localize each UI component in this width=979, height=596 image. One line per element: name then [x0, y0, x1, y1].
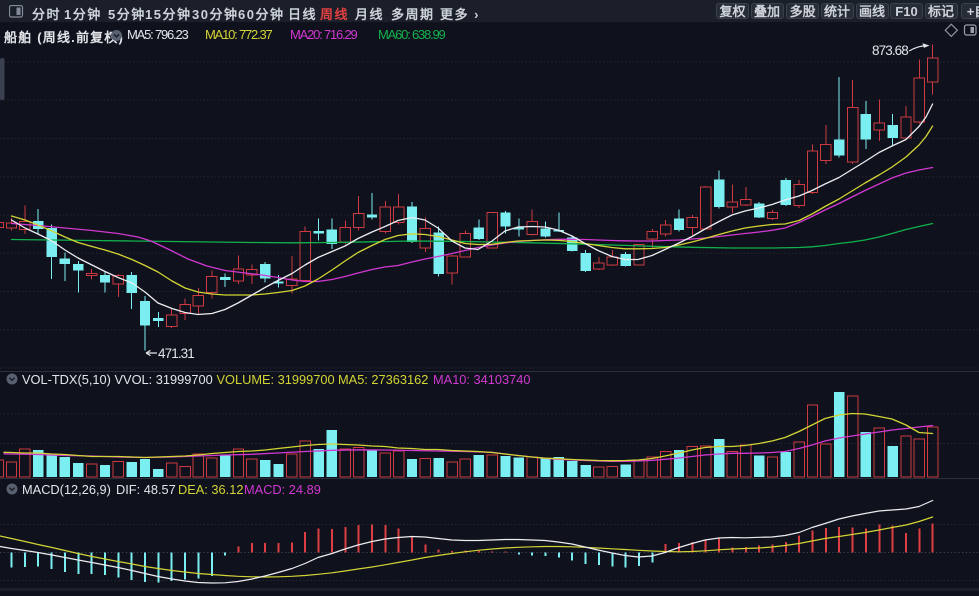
svg-text:VVOL: 31999700: VVOL: 31999700	[115, 372, 213, 387]
svg-text:VOLUME: 31999700: VOLUME: 31999700	[217, 372, 335, 387]
svg-text:873.68: 873.68	[872, 43, 908, 58]
svg-text:VOL-TDX(5,10): VOL-TDX(5,10)	[22, 372, 111, 387]
svg-text:471.31: 471.31	[158, 346, 194, 361]
svg-text:MA5: 27363162: MA5: 27363162	[338, 372, 428, 387]
svg-text:DEA: 36.12: DEA: 36.12	[178, 482, 243, 497]
svg-text:MA10: 34103740: MA10: 34103740	[433, 372, 530, 387]
svg-text:DIF: 48.57: DIF: 48.57	[116, 482, 176, 497]
svg-text:MACD(12,26,9): MACD(12,26,9)	[22, 482, 111, 497]
svg-text:MACD: 24.89: MACD: 24.89	[244, 482, 321, 497]
